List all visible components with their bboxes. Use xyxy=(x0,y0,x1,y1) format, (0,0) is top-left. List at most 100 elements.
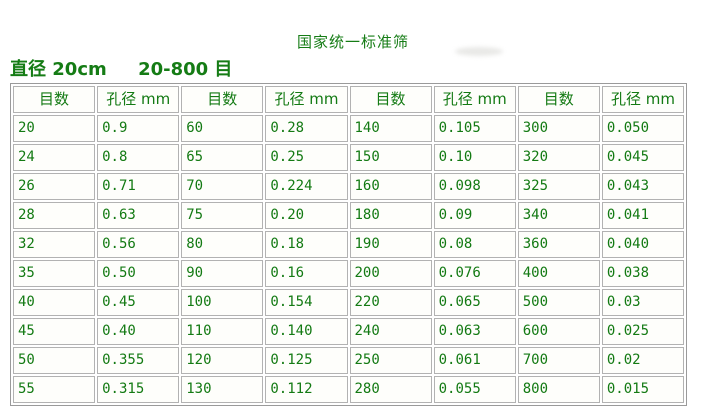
mesh-count-cell: 75 xyxy=(181,202,264,229)
mesh-count-cell: 320 xyxy=(517,144,600,171)
aperture-header: 孔径 mm xyxy=(433,86,516,113)
mesh-count-cell: 240 xyxy=(349,318,432,345)
mesh-count-header: 目数 xyxy=(349,86,432,113)
aperture-cell: 0.50 xyxy=(97,260,180,287)
aperture-cell: 0.125 xyxy=(265,347,348,374)
aperture-cell: 0.355 xyxy=(97,347,180,374)
mesh-count-header: 目数 xyxy=(517,86,600,113)
mesh-count-cell: 360 xyxy=(517,231,600,258)
aperture-cell: 0.076 xyxy=(433,260,516,287)
aperture-cell: 0.065 xyxy=(433,289,516,316)
aperture-cell: 0.45 xyxy=(97,289,180,316)
aperture-cell: 0.140 xyxy=(265,318,348,345)
aperture-cell: 0.10 xyxy=(433,144,516,171)
aperture-cell: 0.71 xyxy=(97,173,180,200)
mesh-count-cell: 110 xyxy=(181,318,264,345)
mesh-count-cell: 150 xyxy=(349,144,432,171)
aperture-cell: 0.038 xyxy=(601,260,684,287)
mesh-count-cell: 120 xyxy=(181,347,264,374)
aperture-cell: 0.050 xyxy=(601,115,684,142)
scan-smudge xyxy=(455,47,503,56)
aperture-cell: 0.154 xyxy=(265,289,348,316)
aperture-cell: 0.055 xyxy=(433,376,516,403)
page-subtitle: 直径 20cm 20-800 目 xyxy=(10,59,233,80)
aperture-cell: 0.09 xyxy=(433,202,516,229)
aperture-cell: 0.20 xyxy=(265,202,348,229)
table-row: 45 0.40 110 0.140 240 0.063 600 0.025 xyxy=(13,318,684,345)
mesh-count-cell: 80 xyxy=(181,231,264,258)
aperture-cell: 0.098 xyxy=(433,173,516,200)
table-row: 26 0.71 70 0.224 160 0.098 325 0.043 xyxy=(13,173,684,200)
mesh-count-cell: 35 xyxy=(13,260,96,287)
mesh-count-header: 目数 xyxy=(181,86,264,113)
aperture-cell: 0.02 xyxy=(601,347,684,374)
table-row: 20 0.9 60 0.28 140 0.105 300 0.050 xyxy=(13,115,684,142)
mesh-count-cell: 325 xyxy=(517,173,600,200)
table-row: 24 0.8 65 0.25 150 0.10 320 0.045 xyxy=(13,144,684,171)
mesh-count-cell: 250 xyxy=(349,347,432,374)
aperture-cell: 0.015 xyxy=(601,376,684,403)
aperture-cell: 0.224 xyxy=(265,173,348,200)
mesh-count-cell: 200 xyxy=(349,260,432,287)
mesh-count-header: 目数 xyxy=(13,86,96,113)
aperture-cell: 0.025 xyxy=(601,318,684,345)
mesh-count-cell: 140 xyxy=(349,115,432,142)
mesh-count-cell: 90 xyxy=(181,260,264,287)
aperture-cell: 0.16 xyxy=(265,260,348,287)
table-row: 55 0.315 130 0.112 280 0.055 800 0.015 xyxy=(13,376,684,403)
sieve-table-head: 目数 孔径 mm 目数 孔径 mm 目数 孔径 mm 目数 孔径 mm xyxy=(13,86,684,113)
aperture-cell: 0.03 xyxy=(601,289,684,316)
mesh-count-cell: 24 xyxy=(13,144,96,171)
aperture-cell: 0.063 xyxy=(433,318,516,345)
mesh-count-cell: 280 xyxy=(349,376,432,403)
aperture-cell: 0.56 xyxy=(97,231,180,258)
mesh-count-cell: 160 xyxy=(349,173,432,200)
mesh-count-cell: 45 xyxy=(13,318,96,345)
aperture-cell: 0.043 xyxy=(601,173,684,200)
mesh-count-cell: 500 xyxy=(517,289,600,316)
mesh-count-cell: 70 xyxy=(181,173,264,200)
mesh-count-cell: 65 xyxy=(181,144,264,171)
mesh-count-cell: 100 xyxy=(181,289,264,316)
mesh-count-cell: 32 xyxy=(13,231,96,258)
mesh-count-cell: 300 xyxy=(517,115,600,142)
mesh-count-cell: 60 xyxy=(181,115,264,142)
aperture-cell: 0.63 xyxy=(97,202,180,229)
table-row: 40 0.45 100 0.154 220 0.065 500 0.03 xyxy=(13,289,684,316)
mesh-count-cell: 340 xyxy=(517,202,600,229)
aperture-header: 孔径 mm xyxy=(265,86,348,113)
aperture-header: 孔径 mm xyxy=(97,86,180,113)
header-row: 目数 孔径 mm 目数 孔径 mm 目数 孔径 mm 目数 孔径 mm xyxy=(13,86,684,113)
sieve-table-body: 20 0.9 60 0.28 140 0.105 300 0.050 24 0.8 65 0.25 15… xyxy=(13,115,684,403)
aperture-cell: 0.112 xyxy=(265,376,348,403)
table-row: 28 0.63 75 0.20 180 0.09 340 0.041 xyxy=(13,202,684,229)
mesh-count-cell: 55 xyxy=(13,376,96,403)
mesh-count-cell: 26 xyxy=(13,173,96,200)
aperture-cell: 0.9 xyxy=(97,115,180,142)
mesh-count-cell: 130 xyxy=(181,376,264,403)
sieve-table: 目数 孔径 mm 目数 孔径 mm 目数 孔径 mm 目数 孔径 mm 20 0.9 60 0.28… xyxy=(10,83,687,406)
mesh-count-cell: 600 xyxy=(517,318,600,345)
aperture-cell: 0.045 xyxy=(601,144,684,171)
aperture-cell: 0.8 xyxy=(97,144,180,171)
aperture-cell: 0.18 xyxy=(265,231,348,258)
mesh-count-cell: 28 xyxy=(13,202,96,229)
page-title: 国家统一标准筛 xyxy=(296,33,409,51)
aperture-cell: 0.08 xyxy=(433,231,516,258)
aperture-cell: 0.315 xyxy=(97,376,180,403)
mesh-count-cell: 50 xyxy=(13,347,96,374)
mesh-count-cell: 40 xyxy=(13,289,96,316)
mesh-count-cell: 20 xyxy=(13,115,96,142)
mesh-count-cell: 700 xyxy=(517,347,600,374)
aperture-cell: 0.25 xyxy=(265,144,348,171)
mesh-count-cell: 220 xyxy=(349,289,432,316)
aperture-cell: 0.040 xyxy=(601,231,684,258)
aperture-cell: 0.40 xyxy=(97,318,180,345)
aperture-cell: 0.061 xyxy=(433,347,516,374)
table-row: 50 0.355 120 0.125 250 0.061 700 0.02 xyxy=(13,347,684,374)
aperture-cell: 0.041 xyxy=(601,202,684,229)
aperture-header: 孔径 mm xyxy=(601,86,684,113)
aperture-cell: 0.105 xyxy=(433,115,516,142)
mesh-count-cell: 190 xyxy=(349,231,432,258)
mesh-count-cell: 800 xyxy=(517,376,600,403)
